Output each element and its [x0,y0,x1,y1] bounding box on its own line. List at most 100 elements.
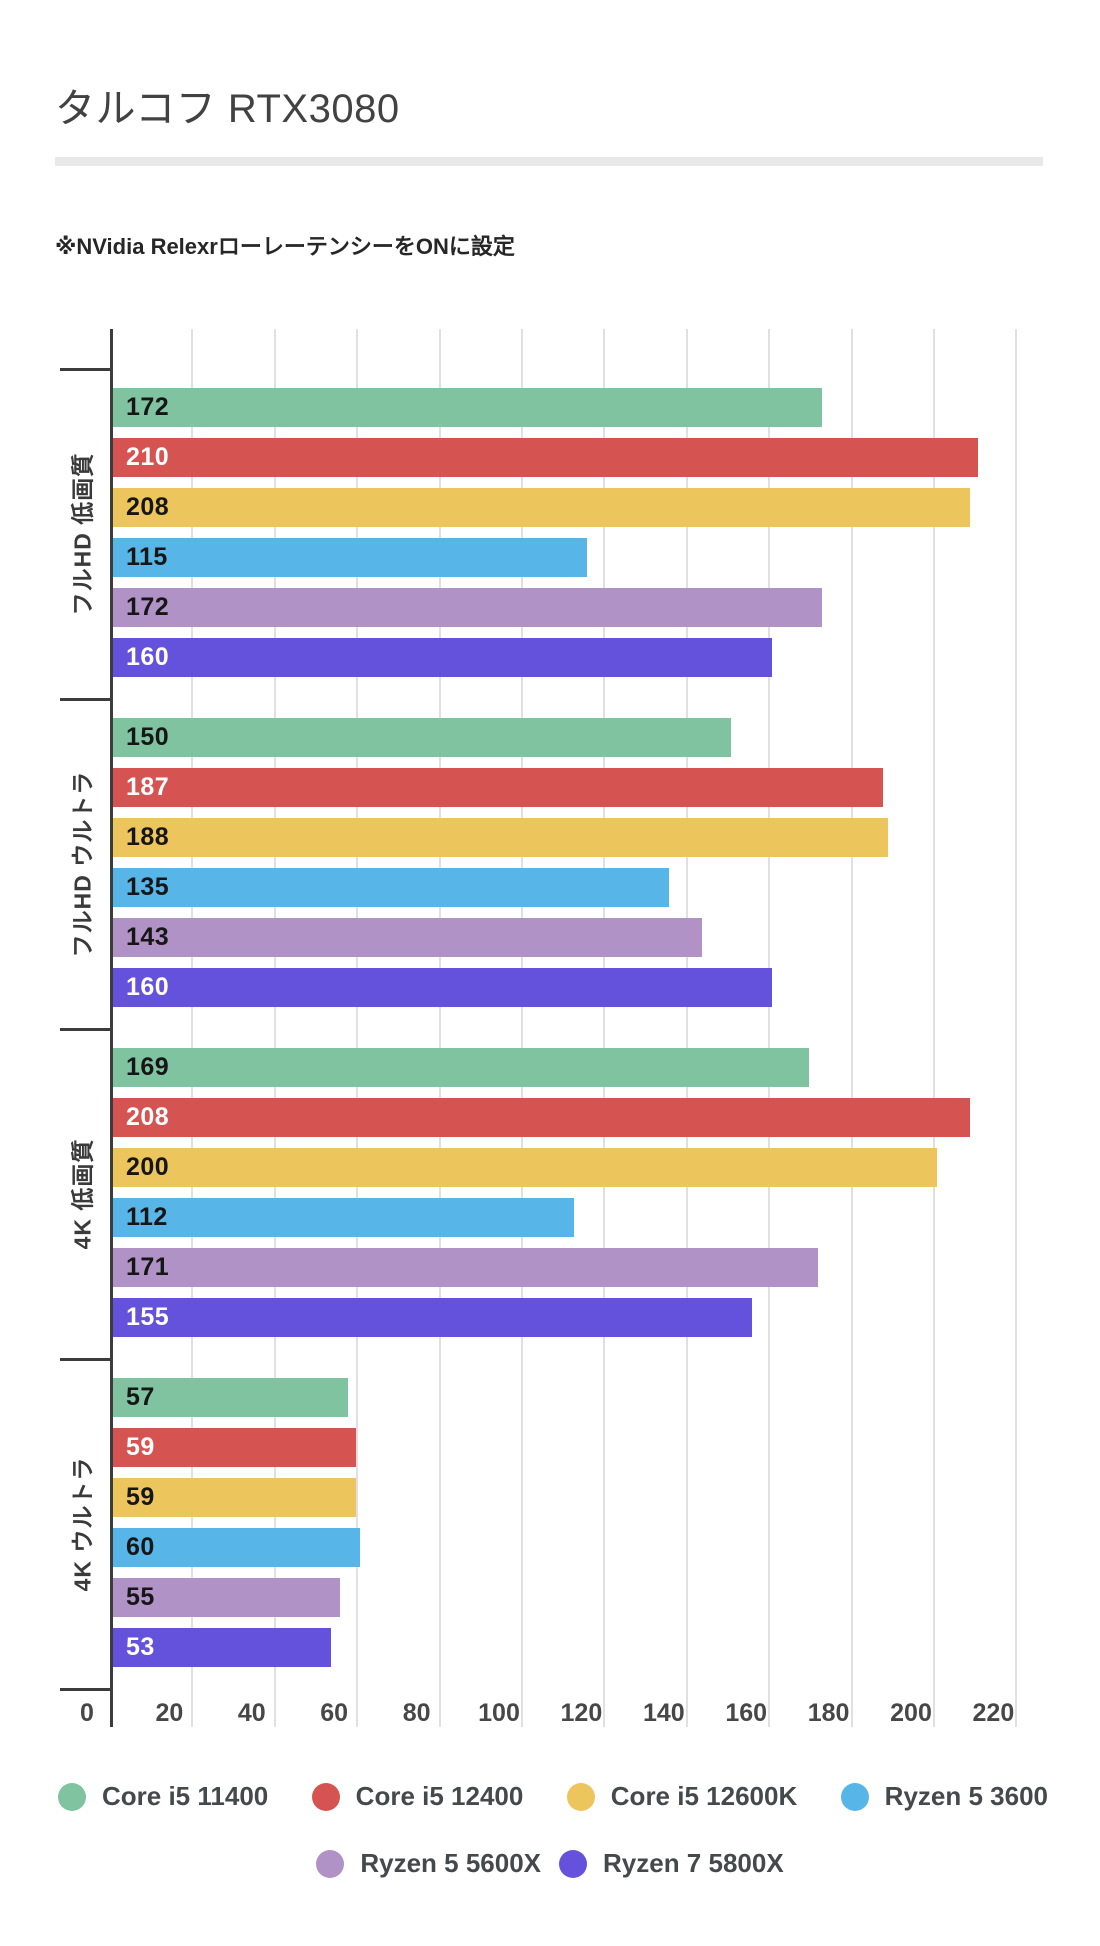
legend-color-dot [316,1849,345,1878]
bar-value-label: 210 [126,443,170,471]
x-axis-tick-label: 20 [155,1699,184,1727]
bar-ryzen-7-5800x: 160 [113,638,773,677]
bar-core-i5-12600k: 208 [113,488,970,527]
x-axis-tick-label: 0 [80,1699,94,1727]
legend-label: Ryzen 5 3600 [884,1781,1048,1811]
legend-item-ryzen-5-5600x: Ryzen 5 5600X [316,1848,541,1879]
title-divider [55,157,1043,166]
bar-value-label: 155 [126,1303,170,1331]
category-axis-tick [60,698,110,701]
legend-color-dot [566,1782,595,1811]
bar-value-label: 160 [126,973,170,1001]
bar-ryzen-5-5600x: 143 [113,918,703,957]
bar-value-label: 59 [126,1483,155,1511]
bar-core-i5-12400: 59 [113,1428,357,1467]
gridline-180 [850,329,853,1727]
bar-value-label: 188 [126,823,170,851]
bar-core-i5-11400: 172 [113,388,822,427]
gridline-40 [273,329,276,1727]
chart-legend-row-1: Core i5 11400 Core i5 12400 Core i5 12600K… [58,1781,1048,1812]
x-axis-tick-label: 120 [560,1699,603,1727]
bar-value-label: 60 [126,1533,155,1561]
x-axis-tick-label: 140 [642,1699,685,1727]
category-label-1: フルHD 低画質 [58,369,102,699]
x-axis-tick-label: 40 [237,1699,266,1727]
bar-ryzen-5-3600: 115 [113,538,587,577]
gridline-140 [685,329,688,1727]
bar-core-i5-12400: 208 [113,1098,970,1137]
x-axis-tick-label: 80 [402,1699,431,1727]
bar-core-i5-11400: 57 [113,1378,348,1417]
legend-item-core-i5-12600k: Core i5 12600K [566,1781,798,1812]
x-axis-tick-label: 100 [478,1699,520,1727]
bar-value-label: 57 [126,1383,155,1411]
legend-label: Core i5 12400 [355,1781,524,1811]
bar-value-label: 55 [126,1583,155,1611]
bar-value-label: 135 [126,873,170,901]
bar-ryzen-7-5800x: 53 [113,1628,332,1667]
category-axis-tick [60,1358,110,1361]
bar-core-i5-12600k: 200 [113,1148,937,1187]
bar-value-label: 160 [126,643,170,671]
bar-value-label: 171 [126,1253,170,1281]
legend-label: Core i5 12600K [610,1781,798,1811]
legend-color-dot [311,1782,340,1811]
legend-item-ryzen-5-3600: Ryzen 5 3600 [840,1781,1048,1812]
x-axis-tick-label: 200 [890,1699,932,1727]
category-axis-tick [60,368,110,371]
bar-value-label: 208 [126,1103,170,1131]
bar-value-label: 172 [126,593,170,621]
legend-label: Ryzen 7 5800X [603,1848,784,1878]
bar-core-i5-11400: 150 [113,718,731,757]
category-axis-tick [60,1688,110,1691]
legend-item-core-i5-12400: Core i5 12400 [311,1781,524,1812]
bar-core-i5-11400: 169 [113,1048,810,1087]
gridline-20 [191,329,194,1727]
bar-core-i5-12400: 187 [113,768,884,807]
legend-label: Core i5 11400 [102,1781,269,1811]
bar-core-i5-12600k: 59 [113,1478,357,1517]
bar-value-label: 115 [126,543,168,571]
legend-item-core-i5-11400: Core i5 11400 [58,1781,268,1812]
legend-color-dot [840,1782,869,1811]
gridline-200 [933,329,935,1727]
category-label-text: フルHD ウルトラ [69,770,95,958]
bar-value-label: 143 [126,923,170,951]
category-label-4: 4K ウルトラ [58,1359,102,1689]
bar-ryzen-5-3600: 112 [113,1198,575,1237]
x-axis-tick-label: 220 [972,1699,1015,1727]
x-axis-tick-label: 180 [807,1699,850,1727]
gridline-60 [356,329,359,1727]
gridline-220 [1015,329,1018,1727]
legend-label: Ryzen 5 5600X [360,1848,541,1878]
x-axis-tick-label: 160 [725,1699,768,1727]
category-label-3: 4K 低画質 [58,1029,102,1359]
chart-subtitle: ※NVidia RelexrローレーテンシーをONに設定 [55,234,515,259]
bar-value-label: 200 [126,1153,170,1181]
bar-ryzen-7-5800x: 160 [113,968,773,1007]
gridline-80 [438,329,441,1727]
gridline-100 [521,329,523,1727]
category-label-2: フルHD ウルトラ [58,699,102,1029]
bar-ryzen-5-3600: 135 [113,868,670,907]
bar-core-i5-12600k: 188 [113,818,888,857]
bar-ryzen-5-5600x: 172 [113,588,822,627]
bar-value-label: 150 [126,723,170,751]
gridline-120 [603,329,606,1727]
bar-ryzen-5-3600: 60 [113,1528,361,1567]
legend-color-dot [58,1782,86,1811]
gridline-160 [768,329,771,1727]
chart-legend-row-2: Ryzen 5 5600X Ryzen 7 5800X [0,1848,1100,1879]
bar-ryzen-5-5600x: 55 [113,1578,340,1617]
bar-value-label: 53 [126,1633,155,1661]
bar-value-label: 172 [126,393,170,421]
category-label-text: 4K ウルトラ [69,1456,96,1592]
legend-item-ryzen-7-5800x: Ryzen 7 5800X [559,1848,784,1879]
bar-value-label: 169 [126,1053,170,1081]
bar-value-label: 187 [126,773,170,801]
bar-ryzen-5-5600x: 171 [113,1248,818,1287]
legend-color-dot [559,1849,587,1878]
bar-value-label: 59 [126,1433,155,1461]
x-axis-tick-label: 60 [320,1699,349,1727]
